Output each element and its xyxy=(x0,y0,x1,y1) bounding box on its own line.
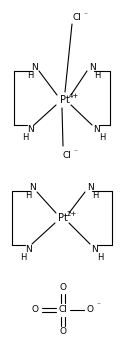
Text: H: H xyxy=(25,191,31,199)
Text: H: H xyxy=(27,71,33,79)
Text: Cl: Cl xyxy=(59,306,67,314)
Text: N: N xyxy=(30,182,36,192)
Text: O: O xyxy=(59,327,67,337)
Text: Cl: Cl xyxy=(73,14,81,23)
Text: Pt: Pt xyxy=(58,213,68,223)
Text: ⁻: ⁻ xyxy=(96,300,100,310)
Text: H: H xyxy=(94,71,100,79)
Text: H: H xyxy=(97,252,103,262)
Text: O: O xyxy=(86,306,94,314)
Text: H: H xyxy=(22,133,28,142)
Text: N: N xyxy=(27,125,33,134)
Text: ⁻: ⁻ xyxy=(73,148,77,157)
Text: N: N xyxy=(89,62,95,72)
Text: N: N xyxy=(92,246,98,254)
Text: O: O xyxy=(31,306,39,314)
Text: Pt: Pt xyxy=(60,95,70,105)
Text: N: N xyxy=(32,62,38,72)
Text: H: H xyxy=(92,191,98,199)
Text: Cl: Cl xyxy=(63,150,71,160)
Text: 2+: 2+ xyxy=(67,211,77,217)
Text: H: H xyxy=(20,252,26,262)
Text: 4+: 4+ xyxy=(69,93,79,99)
Text: N: N xyxy=(25,246,31,254)
Text: H: H xyxy=(99,133,105,142)
Text: O: O xyxy=(59,283,67,293)
Text: ⁻: ⁻ xyxy=(83,11,87,19)
Text: N: N xyxy=(94,125,100,134)
Text: N: N xyxy=(87,182,93,192)
